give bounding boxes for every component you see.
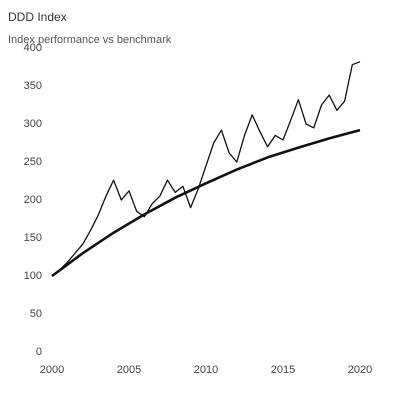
y-tick-label: 400 bbox=[24, 42, 42, 54]
y-tick-label: 150 bbox=[24, 232, 42, 244]
chart-subtitle: Index performance vs benchmark bbox=[8, 34, 172, 46]
y-tick-label: 200 bbox=[24, 194, 42, 206]
y-tick-label: 0 bbox=[36, 346, 42, 358]
x-tick-label: 2005 bbox=[117, 364, 141, 376]
y-tick-label: 350 bbox=[24, 80, 42, 92]
y-tick-label: 300 bbox=[24, 118, 42, 130]
x-tick-label: 2015 bbox=[271, 364, 295, 376]
y-tick-label: 250 bbox=[24, 156, 42, 168]
chart-title: DDD Index bbox=[8, 10, 67, 24]
index-line bbox=[51, 61, 361, 277]
x-tick-label: 2000 bbox=[40, 364, 64, 376]
y-tick-label: 50 bbox=[30, 308, 42, 320]
benchmark-line bbox=[51, 128, 361, 278]
x-tick-label: 2010 bbox=[194, 364, 218, 376]
y-tick-label: 100 bbox=[24, 270, 42, 282]
x-tick-label: 2020 bbox=[348, 364, 372, 376]
